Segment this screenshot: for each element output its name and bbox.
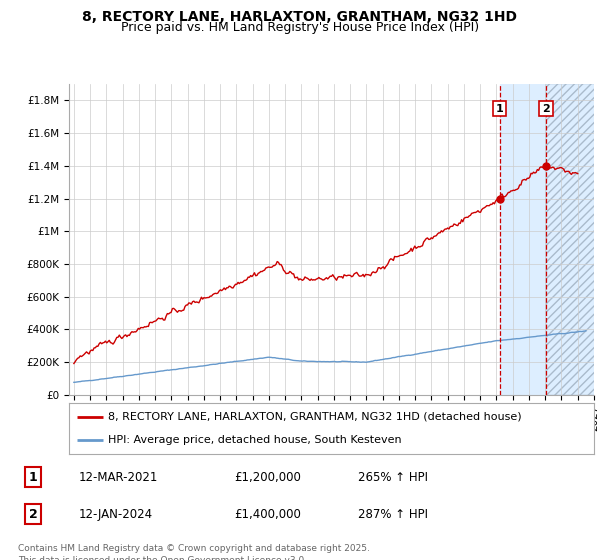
Text: Contains HM Land Registry data © Crown copyright and database right 2025.
This d: Contains HM Land Registry data © Crown c…	[18, 544, 370, 560]
Text: 8, RECTORY LANE, HARLAXTON, GRANTHAM, NG32 1HD (detached house): 8, RECTORY LANE, HARLAXTON, GRANTHAM, NG…	[109, 412, 522, 422]
Text: 8, RECTORY LANE, HARLAXTON, GRANTHAM, NG32 1HD: 8, RECTORY LANE, HARLAXTON, GRANTHAM, NG…	[83, 10, 517, 24]
Bar	[500, 84, 546, 395]
Text: 12-JAN-2024: 12-JAN-2024	[78, 508, 152, 521]
Text: £1,200,000: £1,200,000	[234, 470, 301, 484]
Text: £1,400,000: £1,400,000	[234, 508, 301, 521]
Text: 1: 1	[29, 470, 38, 484]
Text: 1: 1	[496, 104, 503, 114]
Text: 2: 2	[542, 104, 550, 114]
Text: HPI: Average price, detached house, South Kesteven: HPI: Average price, detached house, Sout…	[109, 435, 402, 445]
Text: 2: 2	[29, 508, 38, 521]
Text: 12-MAR-2021: 12-MAR-2021	[78, 470, 158, 484]
Text: 265% ↑ HPI: 265% ↑ HPI	[358, 470, 428, 484]
Text: 287% ↑ HPI: 287% ↑ HPI	[358, 508, 428, 521]
Text: Price paid vs. HM Land Registry's House Price Index (HPI): Price paid vs. HM Land Registry's House …	[121, 21, 479, 34]
Bar	[546, 84, 600, 395]
